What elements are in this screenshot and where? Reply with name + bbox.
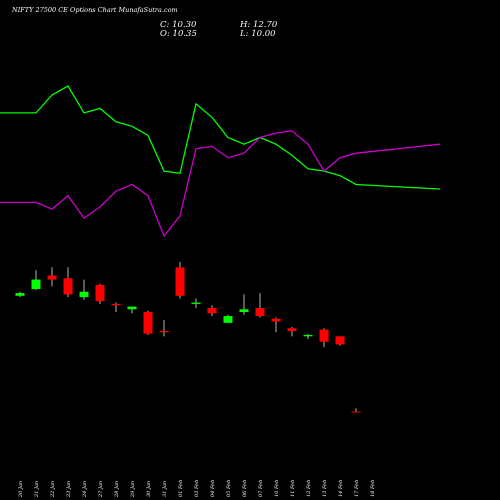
high-readout: H: 12.70 [240,20,278,30]
candle-21 [351,408,361,413]
indicator-lines [0,85,441,238]
candle-12 [207,305,217,317]
x-tick-label: 01 Feb [178,480,184,497]
x-tick-label: 24 Jan [82,481,88,498]
candle-body [95,284,105,302]
candle-4 [79,279,89,300]
candle-body [319,329,329,342]
x-tick-label: 17 Feb [354,480,360,497]
candle-0 [15,291,25,298]
candle-body [63,278,73,295]
close-readout: C: 10.30 [160,20,197,30]
x-tick-label: 14 Feb [338,480,344,497]
x-tick-label: 11 Feb [290,480,296,497]
candle-1 [31,270,41,291]
candle-15 [255,293,265,318]
x-tick-label: 06 Feb [242,480,248,497]
candle-17 [287,326,297,337]
candle-body [271,318,281,322]
x-tick-label: 10 Feb [274,480,280,497]
x-tick-label: 20 Jan [18,481,24,498]
x-axis-ticks: 20 Jan 21 Jan 22 Jan 23 Jan 24 Jan 27 Jan 28 J… [18,480,376,498]
candle-16 [271,317,281,333]
candle-body [287,328,297,331]
candle-7 [127,306,137,314]
x-tick-label: 03 Feb [194,480,200,497]
x-tick-label: 28 Jan [114,481,120,498]
candle-body [143,312,153,334]
candle-body [351,411,361,413]
candle-body [191,302,201,304]
candle-20 [335,336,345,346]
chart-title: NIFTY 27500 CE Options Chart MunafaSutra… [12,6,178,14]
x-tick-label: 04 Feb [210,480,216,497]
low-readout: L: 10.00 [240,29,276,39]
magenta-line-series [0,130,441,238]
x-tick-label: 13 Feb [322,480,328,497]
x-tick-label: 12 Feb [306,480,312,497]
candle-body [223,316,233,323]
candle-body [47,275,57,280]
x-tick-label: 30 Jan [146,481,152,497]
candle-body [159,330,169,333]
candle-body [303,334,313,337]
candle-body [111,303,121,306]
candle-14 [239,294,249,315]
candle-18 [303,333,313,340]
x-tick-label: 18 Feb [370,480,376,497]
candle-body [15,293,25,296]
x-tick-label: 29 Jan [130,481,136,498]
candle-8 [143,310,153,335]
candle-2 [47,267,57,287]
candles [15,262,361,413]
green-line-series [0,85,441,190]
x-tick-label: 31 Jan [162,481,168,497]
x-tick-label: 23 Jan [66,481,72,498]
candle-19 [319,328,329,348]
x-tick-label: 21 Jan [34,481,40,498]
candle-10 [175,262,185,299]
candle-body [31,279,41,290]
candle-6 [111,302,121,312]
x-tick-label: 22 Jan [50,481,56,498]
candle-5 [95,283,105,304]
candle-body [79,291,89,298]
x-tick-label: 07 Feb [258,480,264,497]
x-tick-label: 27 Jan [98,481,104,498]
candle-body [127,306,137,310]
candle-9 [159,320,169,337]
candle-body [335,336,345,345]
candle-11 [191,298,201,308]
candle-body [255,307,265,317]
x-tick-label: 05 Feb [226,480,232,497]
candle-body [207,307,217,314]
candle-13 [223,314,233,323]
open-readout: O: 10.35 [160,29,197,39]
candle-3 [63,267,73,298]
candle-body [239,309,249,312]
candle-body [175,267,185,296]
